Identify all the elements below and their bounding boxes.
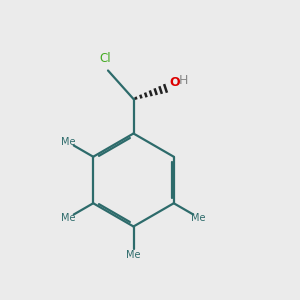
Text: H: H: [179, 74, 188, 88]
Text: Cl: Cl: [100, 52, 111, 65]
Text: Me: Me: [126, 250, 141, 260]
Text: Me: Me: [191, 213, 206, 223]
Text: O: O: [169, 76, 180, 89]
Text: Me: Me: [61, 137, 76, 147]
Text: Me: Me: [61, 213, 76, 223]
